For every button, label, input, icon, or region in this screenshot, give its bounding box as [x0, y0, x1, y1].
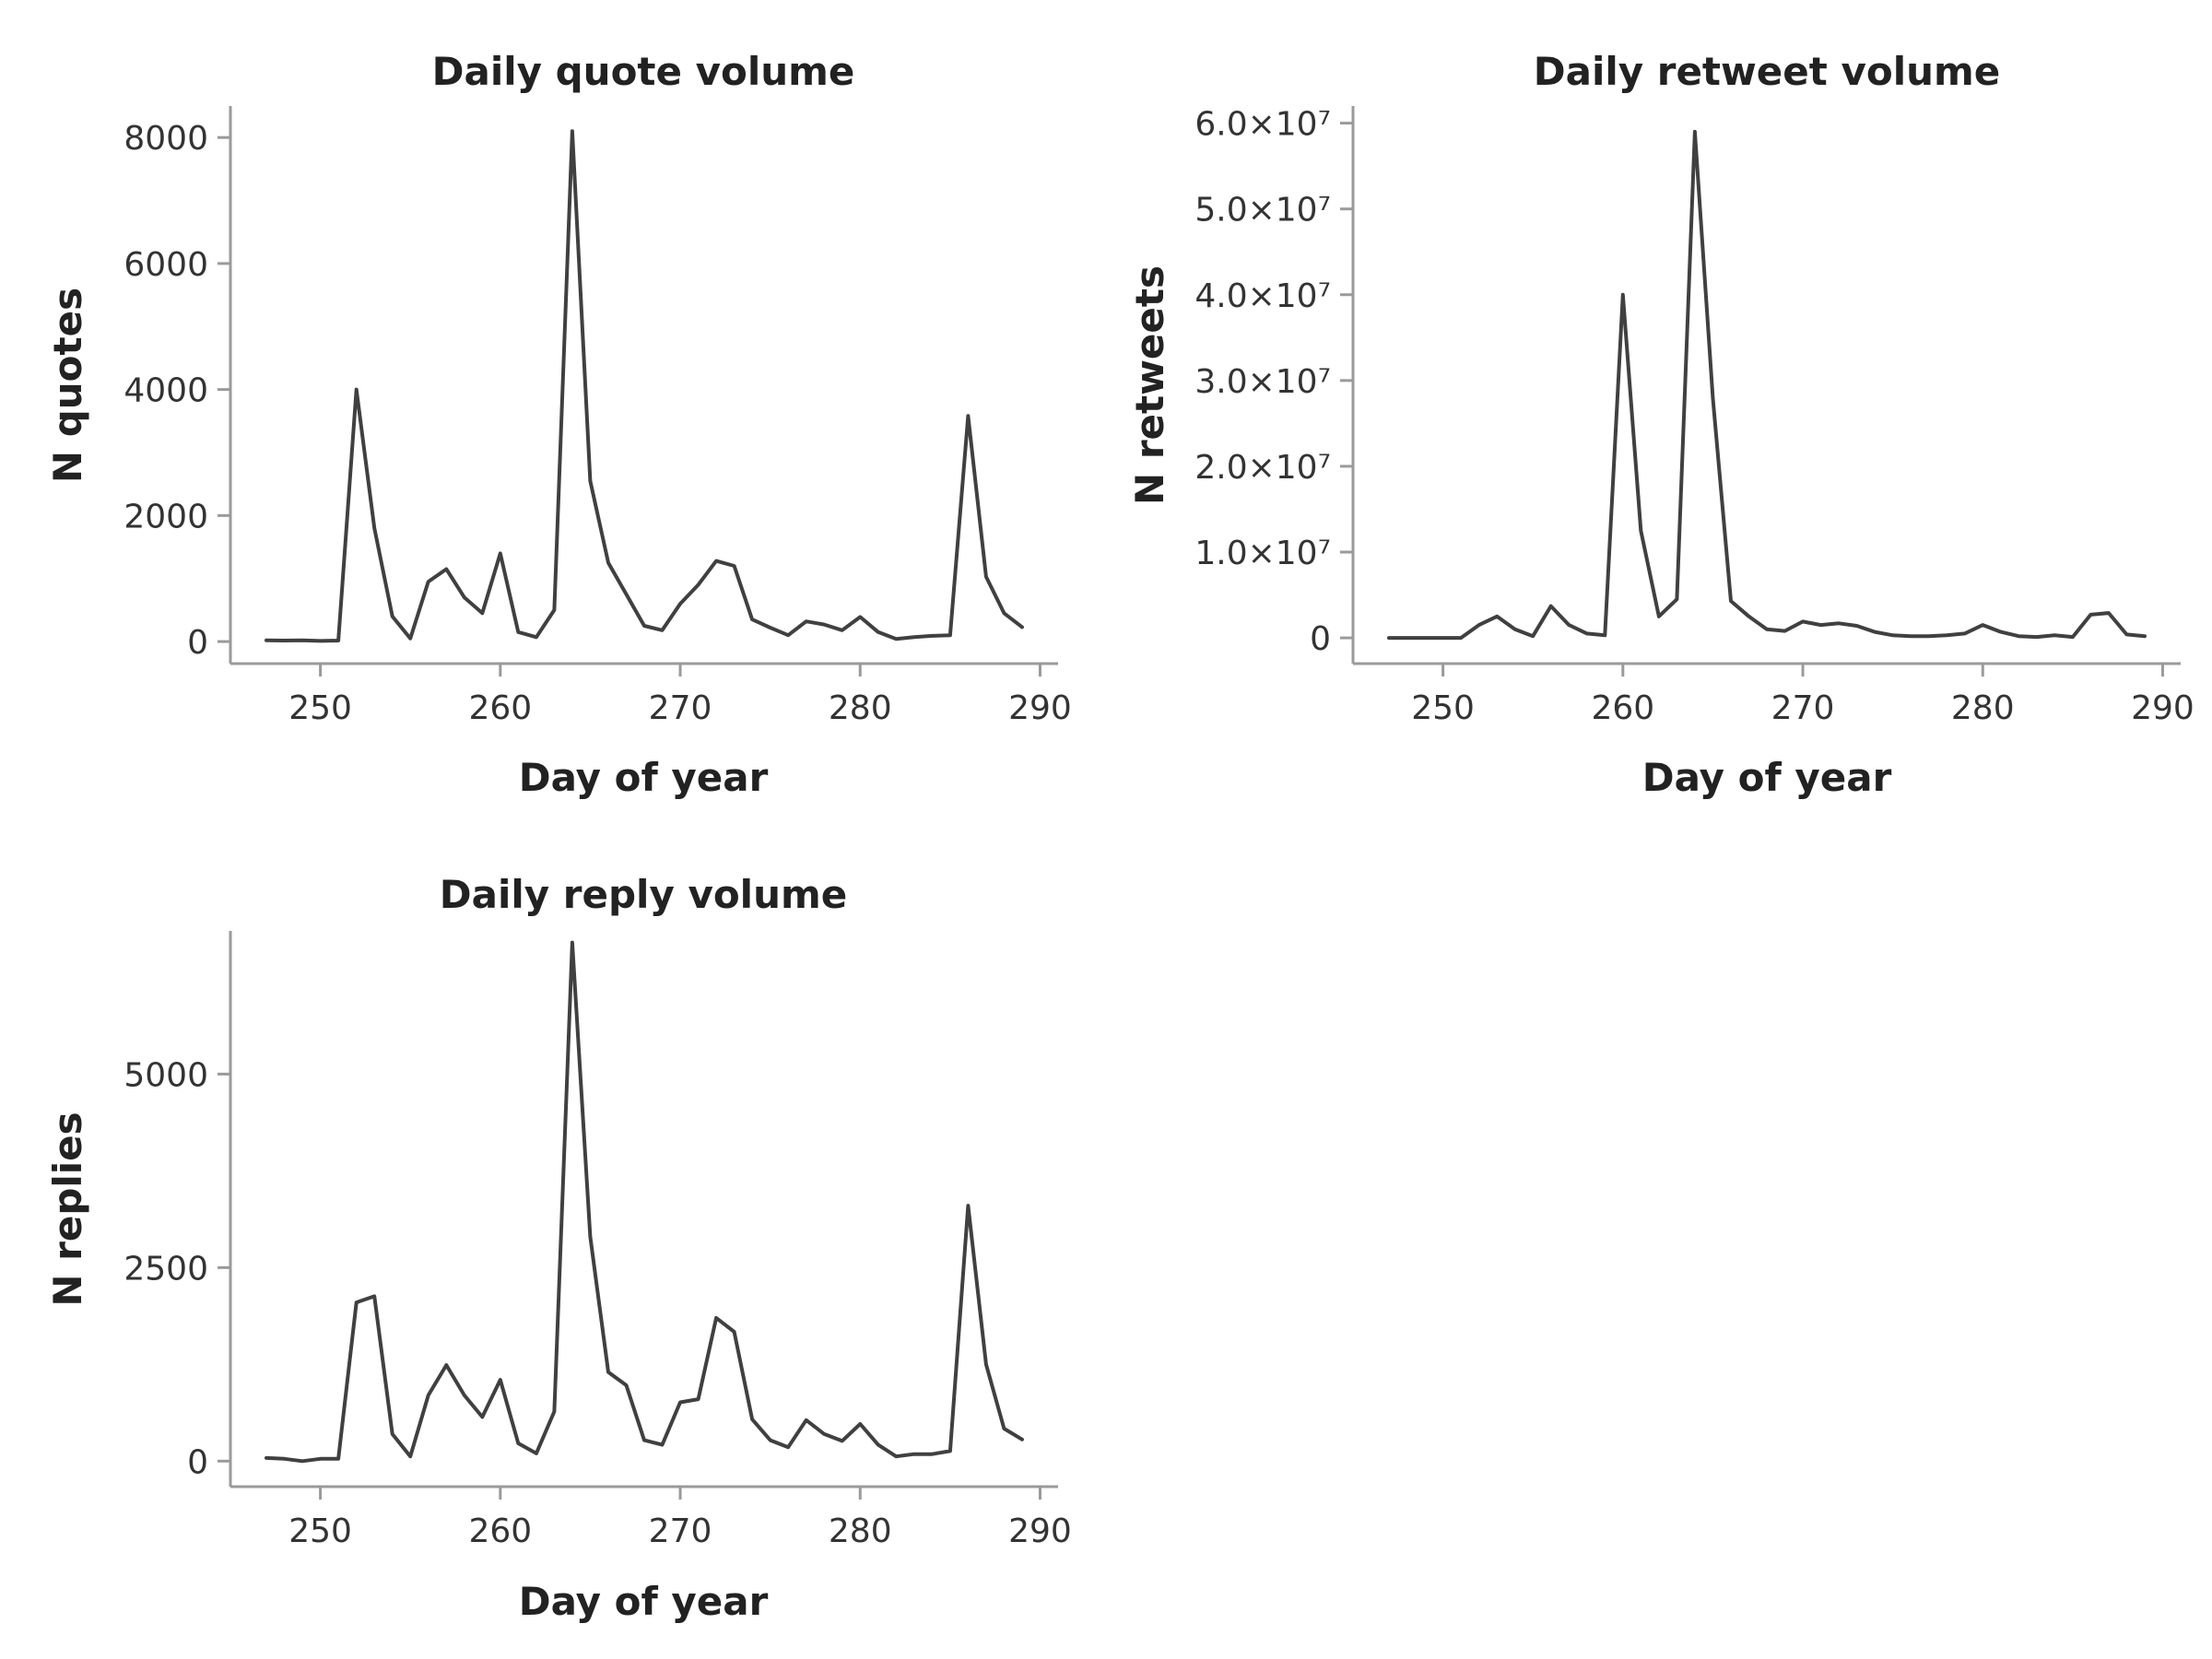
x-tick-label: 280	[1951, 689, 2015, 727]
panel-retweet-volume: Daily retweet volume N retweets Day of y…	[1127, 49, 2194, 800]
panel-reply-volume: Daily reply volume N replies Day of year…	[45, 872, 1072, 1624]
y-tick-label: 6000	[124, 246, 208, 284]
y-tick-label: 0	[187, 624, 208, 662]
y-tick-label: 1.0×10⁷	[1194, 535, 1331, 572]
x-ticks: 250 260 270 280 290	[288, 1487, 1072, 1550]
y-tick-label: 0	[1310, 620, 1331, 658]
y-axis-label: N replies	[45, 1112, 90, 1306]
x-tick-label: 270	[649, 1512, 712, 1550]
y-axis: 0 1.0×10⁷ 2.0×10⁷ 3.0×10⁷ 4.0×10⁷ 5.0×10…	[1194, 106, 1355, 664]
y-ticks: 0 2500 5000	[124, 1056, 230, 1481]
series-line	[265, 940, 1024, 1464]
y-tick-label: 2500	[124, 1250, 208, 1288]
chart-title: Daily quote volume	[432, 49, 855, 94]
x-tick-label: 270	[649, 689, 712, 727]
x-tick-label: 290	[2131, 689, 2194, 727]
x-tick-label: 280	[829, 1512, 892, 1550]
y-tick-label: 8000	[124, 120, 208, 158]
panel-quote-volume: Daily quote volume N quotes Day of year …	[45, 49, 1072, 800]
y-tick-label: 5000	[124, 1056, 208, 1094]
x-axis: 250 260 270 280 290	[1353, 662, 2194, 727]
x-tick-label: 290	[1008, 689, 1072, 727]
x-tick-label: 250	[1411, 689, 1475, 727]
y-tick-label: 2000	[124, 498, 208, 535]
x-axis: 250 260 270 280 290	[230, 662, 1072, 727]
x-ticks: 250 260 270 280 290	[1411, 664, 2194, 727]
y-tick-label: 2.0×10⁷	[1194, 449, 1331, 487]
x-ticks: 250 260 270 280 290	[288, 664, 1072, 727]
x-axis-label: Day of year	[519, 755, 769, 800]
y-axis-label: N retweets	[1127, 265, 1172, 505]
y-tick-label: 6.0×10⁷	[1194, 106, 1331, 144]
y-axis: 0 2500 5000	[124, 931, 232, 1487]
x-tick-label: 270	[1771, 689, 1835, 727]
x-tick-label: 290	[1008, 1512, 1072, 1550]
y-tick-label: 4000	[124, 372, 208, 410]
y-tick-label: 3.0×10⁷	[1194, 363, 1331, 401]
x-tick-label: 250	[288, 689, 352, 727]
x-tick-label: 260	[1591, 689, 1654, 727]
x-tick-label: 260	[468, 1512, 532, 1550]
x-tick-label: 280	[829, 689, 892, 727]
x-axis: 250 260 270 280 290	[230, 1485, 1072, 1550]
x-tick-label: 260	[468, 689, 532, 727]
y-axis-label: N quotes	[45, 288, 90, 483]
chart-title: Daily reply volume	[440, 872, 847, 917]
y-ticks: 0 2000 4000 6000 8000	[124, 120, 230, 662]
chart-title: Daily retweet volume	[1534, 49, 2001, 94]
y-ticks: 0 1.0×10⁷ 2.0×10⁷ 3.0×10⁷ 4.0×10⁷ 5.0×10…	[1194, 106, 1353, 658]
x-axis-label: Day of year	[1642, 755, 1892, 800]
x-axis-label: Day of year	[519, 1579, 769, 1624]
x-tick-label: 250	[288, 1512, 352, 1550]
series-line	[1387, 129, 2147, 641]
y-tick-label: 4.0×10⁷	[1194, 277, 1331, 315]
y-tick-label: 0	[187, 1443, 208, 1481]
y-tick-label: 5.0×10⁷	[1194, 192, 1331, 229]
y-axis: 0 2000 4000 6000 8000	[124, 106, 232, 664]
series-line	[265, 129, 1024, 643]
